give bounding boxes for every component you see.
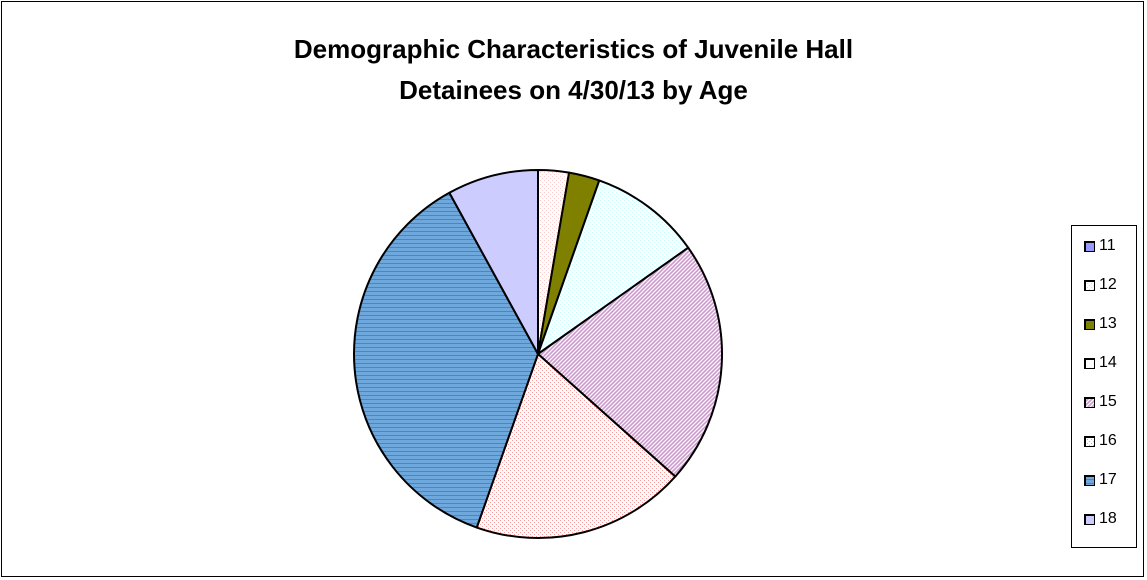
- legend-swatch-18: [1084, 513, 1095, 525]
- legend-swatch-15: [1084, 396, 1095, 408]
- legend-item-13: 13: [1084, 314, 1117, 334]
- legend: 11 12 13 14 15 16 17 18: [1071, 225, 1137, 548]
- pie-slice-age-18: [448, 169, 539, 355]
- legend-swatch-14: [1084, 357, 1095, 369]
- legend-label-12: 12: [1099, 276, 1117, 293]
- legend-swatch-12: [1084, 279, 1095, 291]
- legend-item-15: 15: [1084, 392, 1117, 412]
- legend-label-15: 15: [1099, 393, 1117, 410]
- legend-label-14: 14: [1099, 354, 1117, 371]
- pie-slice-age-17: [353, 191, 539, 529]
- legend-swatch-13: [1084, 318, 1095, 330]
- legend-label-11: 11: [1099, 237, 1116, 254]
- legend-label-17: 17: [1099, 471, 1117, 488]
- legend-item-17: 17: [1084, 470, 1117, 490]
- pie-slice-age-15: [537, 246, 723, 478]
- legend-label-13: 13: [1099, 315, 1117, 332]
- pie-slice-age-14: [537, 179, 690, 355]
- legend-item-18: 18: [1084, 509, 1117, 529]
- legend-item-14: 14: [1084, 353, 1117, 373]
- legend-swatch-16: [1084, 435, 1095, 447]
- legend-item-11: 11: [1084, 236, 1116, 256]
- legend-label-16: 16: [1099, 432, 1117, 449]
- pie-slice-age-16: [475, 353, 677, 539]
- chart-title-line-1: Demographic Characteristics of Juvenile …: [293, 34, 854, 64]
- pie-slices: [353, 169, 723, 539]
- chart-title: Demographic Characteristics of Juvenile …: [2, 29, 1145, 111]
- legend-label-18: 18: [1099, 510, 1117, 527]
- legend-item-12: 12: [1084, 275, 1117, 295]
- legend-item-16: 16: [1084, 431, 1117, 451]
- chart-title-line-2: Detainees on 4/30/13 by Age: [399, 75, 748, 105]
- legend-swatch-17: [1084, 474, 1095, 486]
- legend-swatch-11: [1084, 240, 1095, 252]
